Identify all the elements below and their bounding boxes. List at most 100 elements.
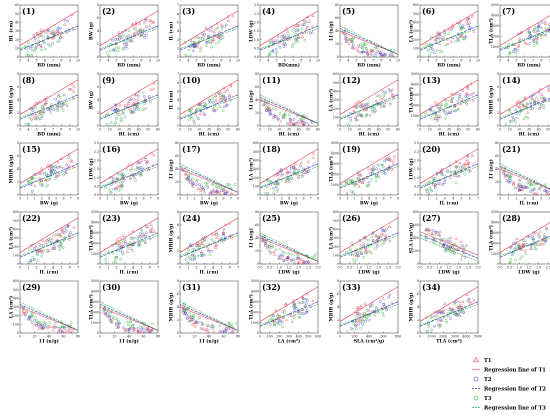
panel-label: (23): [102, 213, 121, 223]
point-t1: [433, 37, 437, 41]
regression-line-t2: [419, 94, 479, 120]
point-t2: [136, 237, 140, 240]
legend-label: Regression line of T2: [484, 386, 546, 392]
point-t2: [544, 33, 548, 37]
point-t1: [282, 308, 287, 312]
y-tick-label: 2000: [91, 241, 99, 245]
point-t1: [200, 241, 205, 245]
y-tick-label: 6: [177, 223, 179, 227]
point-t3: [296, 28, 300, 31]
point-t2: [350, 190, 354, 194]
x-tick-label: 20: [112, 335, 116, 339]
x-tick-label: 4: [52, 266, 54, 270]
point-t2: [134, 108, 138, 111]
point-t3: [532, 44, 536, 47]
point-t2: [30, 320, 34, 324]
point-t3: [365, 251, 368, 254]
point-t2: [181, 306, 185, 310]
point-t2: [142, 33, 146, 37]
x-axis-label: BW (g): [40, 200, 58, 207]
point-t1: [125, 249, 129, 253]
point-t2: [508, 181, 512, 184]
x-tick-label: 4: [132, 266, 134, 270]
y-tick-label: 200: [253, 176, 259, 180]
x-tick-label: 7: [157, 266, 159, 270]
x-tick-label: 1: [26, 197, 28, 201]
point-t1: [128, 176, 132, 179]
point-t2: [69, 231, 72, 234]
point-t2: [184, 311, 187, 315]
point-t1: [379, 232, 384, 235]
x-tick-label: 2.0: [296, 266, 301, 270]
point-t3: [381, 314, 385, 317]
point-t3: [199, 36, 203, 40]
point-t2: [375, 167, 378, 171]
regression-line-t3: [99, 28, 159, 49]
y-tick-label: 10: [15, 47, 19, 51]
x-tick-label: 2.0: [456, 266, 461, 270]
point-t2: [42, 110, 46, 114]
point-t2: [137, 167, 141, 170]
point-t2: [60, 330, 64, 333]
x-tick-label: 2: [353, 197, 355, 201]
point-t1: [392, 96, 396, 99]
point-t3: [522, 108, 525, 111]
point-t2: [56, 26, 60, 30]
y-tick-label: 2000: [491, 241, 499, 245]
point-t2: [49, 108, 52, 111]
point-t2: [300, 120, 304, 124]
point-t2: [292, 304, 295, 308]
point-t2: [128, 98, 132, 102]
x-tick-label: 0: [499, 197, 501, 201]
point-t2: [532, 231, 535, 234]
panel-20: (20)0 1 2 3 4 5 6 70.00.51.01.52.02.53.0IL (cm)…: [408, 141, 480, 206]
x-tick-label: 40: [137, 128, 141, 132]
y-axis-label: LI (n/g): [168, 159, 175, 179]
point-t2: [538, 107, 541, 110]
point-t2: [222, 233, 225, 237]
x-tick-label: 0: [179, 197, 181, 201]
regression-line-t1: [259, 99, 319, 124]
point-t1: [194, 109, 198, 113]
point-t2: [195, 321, 199, 325]
point-t1: [206, 324, 210, 327]
point-t1: [34, 113, 38, 117]
y-tick-label: 60: [255, 223, 259, 227]
series-T3: [184, 232, 225, 264]
y-tick-label: 5000: [251, 279, 259, 283]
point-t2: [292, 123, 296, 127]
x-tick-label: 2.0: [536, 266, 541, 270]
point-t2: [278, 319, 281, 323]
point-t1: [127, 243, 131, 247]
point-t2: [136, 330, 140, 333]
y-tick-label: 200: [413, 38, 419, 42]
point-t1: [219, 90, 223, 94]
x-tick-label: 6: [382, 197, 384, 201]
point-t2: [361, 322, 364, 326]
point-t3: [526, 30, 529, 34]
point-t1: [468, 20, 472, 24]
x-tick-label: 5: [135, 197, 137, 201]
y-tick-label: 80: [175, 141, 179, 145]
point-t3: [281, 325, 285, 329]
point-t3: [346, 122, 349, 126]
point-t3: [222, 94, 225, 97]
point-t3: [272, 314, 275, 317]
point-t2: [29, 47, 32, 50]
point-t3: [444, 43, 448, 47]
point-t3: [211, 323, 214, 327]
point-t2: [51, 42, 54, 45]
series-T2: [429, 89, 472, 122]
point-t3: [114, 317, 117, 320]
point-t1: [540, 242, 544, 246]
point-t2: [373, 54, 377, 58]
x-tick-label: 7: [52, 128, 54, 132]
x-tick-label: 0: [179, 266, 181, 270]
point-t2: [206, 34, 210, 38]
point-t1: [281, 41, 285, 45]
regression-line-t1: [339, 79, 399, 115]
y-tick-label: 0: [17, 55, 19, 59]
point-t3: [437, 106, 440, 110]
